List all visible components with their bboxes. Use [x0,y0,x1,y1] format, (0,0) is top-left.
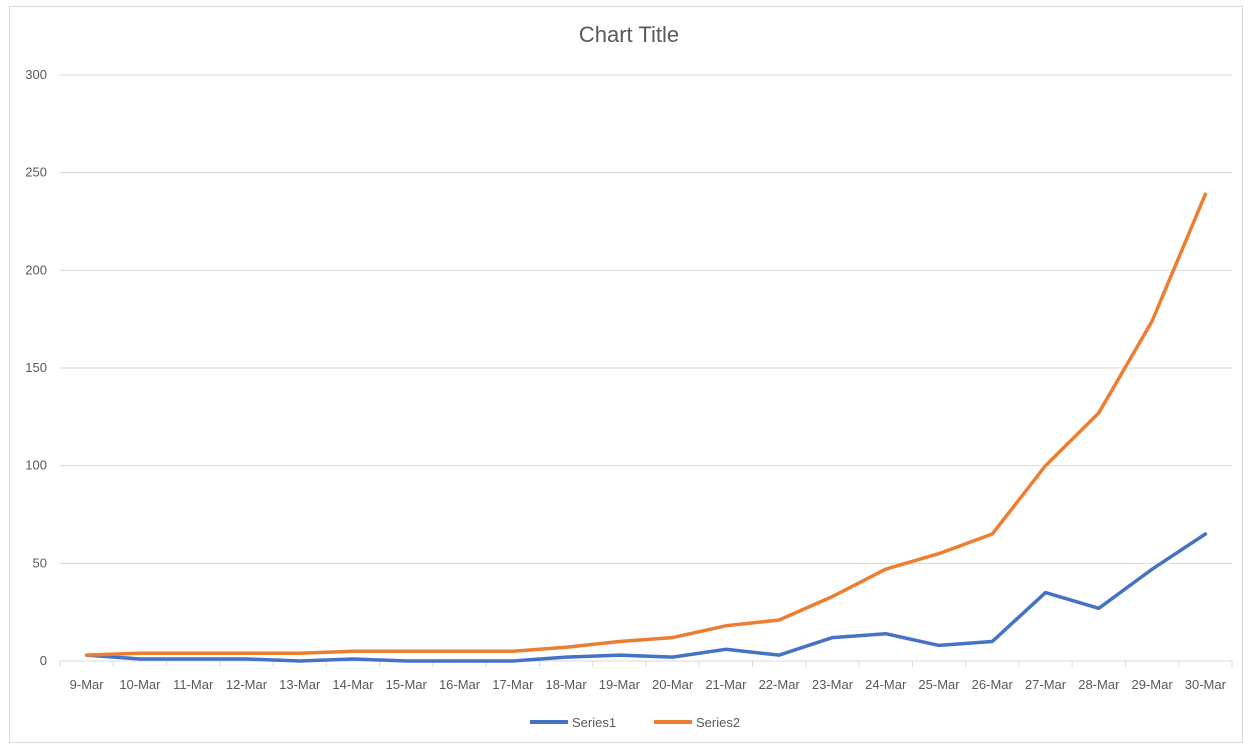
y-tick-label: 50 [33,555,47,570]
x-tick-label: 25-Mar [918,677,960,692]
x-tick-label: 23-Mar [812,677,854,692]
y-tick-label: 200 [25,262,47,277]
y-axis-ticks: 0 50 100 150 200 250 300 [25,67,47,668]
x-tick-label: 14-Mar [332,677,374,692]
legend-label-1: Series1 [572,715,616,730]
series-line-1 [84,532,1208,663]
x-tick-label: 16-Mar [439,677,481,692]
x-tick-label: 17-Mar [492,677,534,692]
x-tick-label: 11-Mar [173,677,214,692]
series-line-2 [84,192,1208,657]
y-tick-label: 0 [40,653,47,668]
chart-frame [9,6,1243,743]
legend: Series1 Series2 [530,715,740,730]
legend-label-2: Series2 [696,715,740,730]
x-tick-label: 22-Mar [759,677,801,692]
x-tick-label: 21-Mar [705,677,747,692]
x-tick-label: 24-Mar [865,677,907,692]
x-tick-label: 13-Mar [279,677,321,692]
x-tick-label: 18-Mar [545,677,587,692]
x-tick-label: 27-Mar [1025,677,1067,692]
x-axis-ticks: 9-Mar 10-Mar 11-Mar 12-Mar 13-Mar 14-Mar 15-Ma… [59,661,1233,692]
y-tick-label: 150 [25,360,47,375]
x-tick-label: 20-Mar [652,677,694,692]
x-tick-label: 15-Mar [386,677,428,692]
x-tick-label: 28-Mar [1078,677,1120,692]
series-lines [84,192,1208,663]
x-tick-label: 10-Mar [119,677,161,692]
chart-title: Chart Title [579,22,679,47]
gridlines [60,74,1232,564]
y-tick-label: 100 [25,458,47,473]
y-tick-label: 250 [25,165,47,180]
x-tick-label: 26-Mar [972,677,1014,692]
x-tick-label: 29-Mar [1131,677,1173,692]
x-tick-label: 19-Mar [599,677,641,692]
y-tick-label: 300 [25,67,47,82]
x-tick-label: 9-Mar [70,677,105,692]
x-tick-label: 30-Mar [1185,677,1227,692]
x-tick-label: 12-Mar [226,677,268,692]
